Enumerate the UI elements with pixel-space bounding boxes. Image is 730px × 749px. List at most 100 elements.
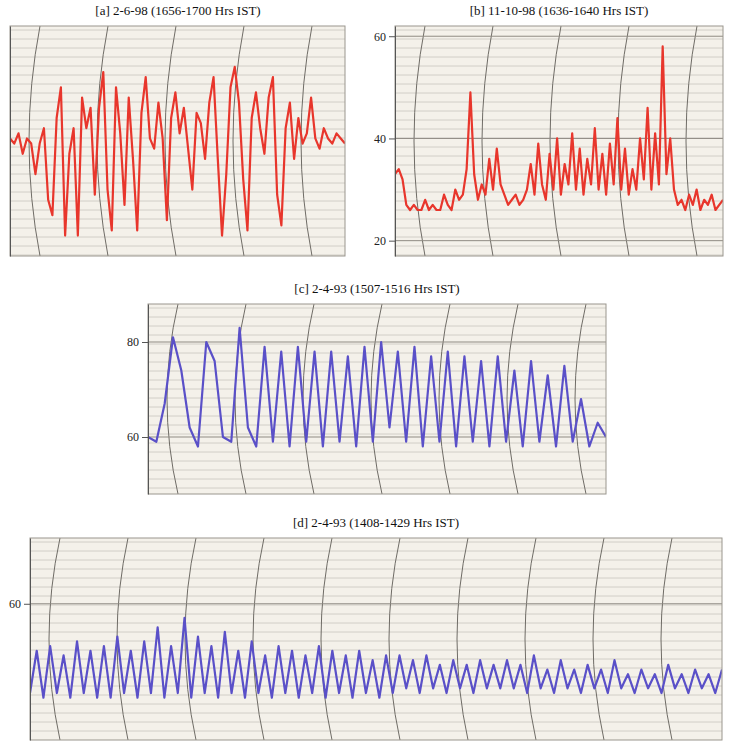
paper-line bbox=[30, 623, 722, 624]
paper-line bbox=[30, 569, 722, 570]
paper bbox=[30, 538, 722, 740]
tick-mark bbox=[389, 138, 395, 139]
figure: [a] 2-6-98 (1656-1700 Hrs IST) [b] 11-10-… bbox=[0, 0, 730, 749]
paper-line bbox=[30, 560, 722, 561]
paper-arc bbox=[457, 538, 468, 740]
paper-line bbox=[10, 174, 345, 175]
paper-arc bbox=[593, 538, 604, 740]
paper-line bbox=[30, 704, 722, 705]
trace bbox=[30, 618, 722, 698]
paper-line bbox=[30, 641, 722, 642]
paper-line bbox=[10, 57, 345, 58]
paper-line bbox=[30, 731, 722, 732]
grid-line bbox=[395, 240, 723, 241]
paper-line bbox=[30, 713, 722, 714]
paper-line bbox=[30, 605, 722, 606]
y-axis bbox=[10, 27, 11, 257]
paper-line bbox=[395, 120, 723, 121]
tick-mark bbox=[389, 241, 395, 242]
panel-title: [c] 2-4-93 (1507-1516 Hrs IST) bbox=[294, 281, 459, 296]
paper-line bbox=[30, 614, 722, 615]
paper-line bbox=[395, 48, 723, 49]
tick-label: 40 bbox=[374, 132, 386, 146]
paper-arc bbox=[233, 26, 244, 256]
panel-title: [b] 11-10-98 (1636-1640 Hrs IST) bbox=[470, 3, 649, 18]
paper bbox=[395, 26, 723, 256]
paper-line bbox=[395, 66, 723, 67]
paper-ruling bbox=[395, 26, 723, 256]
paper-arc bbox=[253, 538, 264, 740]
paper bbox=[10, 26, 345, 256]
axis-line bbox=[30, 539, 31, 741]
paper-line bbox=[10, 201, 345, 202]
paper-arc bbox=[550, 26, 561, 256]
paper-arc bbox=[686, 26, 697, 256]
grid-line bbox=[395, 36, 723, 37]
panel: 20 40 60 bbox=[374, 26, 723, 257]
paper-line bbox=[395, 129, 723, 130]
trace bbox=[148, 328, 606, 447]
tick-mark bbox=[24, 604, 30, 605]
tick: 60 bbox=[127, 430, 148, 444]
paper-line bbox=[148, 344, 606, 345]
paper-line bbox=[10, 165, 345, 166]
paper-arc bbox=[167, 304, 178, 494]
grid-line bbox=[148, 342, 606, 343]
panel bbox=[10, 26, 380, 257]
paper-arc bbox=[414, 26, 425, 256]
paper-ruling bbox=[10, 26, 345, 256]
paper-arc bbox=[482, 26, 493, 256]
paper-line bbox=[395, 138, 723, 139]
paper-line bbox=[148, 488, 606, 489]
paper-line bbox=[395, 201, 723, 202]
panel-title: [d] 2-4-93 (1408-1429 Hrs IST) bbox=[293, 515, 459, 530]
axis-line bbox=[395, 27, 396, 257]
plot-area bbox=[30, 538, 722, 740]
paper-line bbox=[10, 210, 345, 211]
paper-arc bbox=[507, 304, 518, 494]
paper-line bbox=[395, 147, 723, 148]
paper-line bbox=[30, 578, 722, 579]
paper-line bbox=[148, 362, 606, 363]
paper-line bbox=[395, 255, 723, 256]
panel: 60 80 bbox=[127, 304, 606, 495]
y-axis: 60 bbox=[9, 539, 31, 741]
tick-label: 80 bbox=[127, 335, 139, 349]
paper-line bbox=[10, 75, 345, 76]
paper-line bbox=[148, 335, 606, 336]
paper-line bbox=[395, 219, 723, 220]
tick-mark bbox=[142, 437, 148, 438]
tick-label: 60 bbox=[9, 597, 21, 611]
plot-area bbox=[10, 26, 345, 256]
panel: 60 bbox=[9, 538, 730, 741]
paper-line bbox=[395, 30, 723, 31]
tick-label: 60 bbox=[127, 430, 139, 444]
paper-line bbox=[10, 30, 345, 31]
paper-line bbox=[148, 443, 606, 444]
paper-arc bbox=[525, 538, 536, 740]
grid-line bbox=[395, 138, 723, 139]
grid-line bbox=[30, 603, 722, 604]
paper-line bbox=[30, 542, 722, 543]
paper-line bbox=[30, 587, 722, 588]
plot-frame bbox=[30, 538, 722, 740]
paper-line bbox=[30, 695, 722, 696]
y-axis: 20 40 60 bbox=[374, 27, 396, 257]
tick: 80 bbox=[127, 335, 148, 349]
tick: 60 bbox=[374, 30, 395, 44]
paper-line bbox=[10, 39, 345, 40]
paper-line bbox=[10, 84, 345, 85]
panel-title: [a] 2-6-98 (1656-1700 Hrs IST) bbox=[95, 3, 260, 18]
paper-line bbox=[30, 596, 722, 597]
tick: 20 bbox=[374, 234, 395, 248]
tick-label: 60 bbox=[374, 30, 386, 44]
paper-line bbox=[10, 129, 345, 130]
paper-line bbox=[30, 650, 722, 651]
paper-line bbox=[148, 479, 606, 480]
plot-frame bbox=[148, 304, 606, 494]
paper-arc bbox=[661, 538, 672, 740]
paper-line bbox=[395, 102, 723, 103]
tick: 40 bbox=[374, 132, 395, 146]
paper-line bbox=[10, 138, 345, 139]
y-axis: 60 80 bbox=[127, 305, 149, 495]
